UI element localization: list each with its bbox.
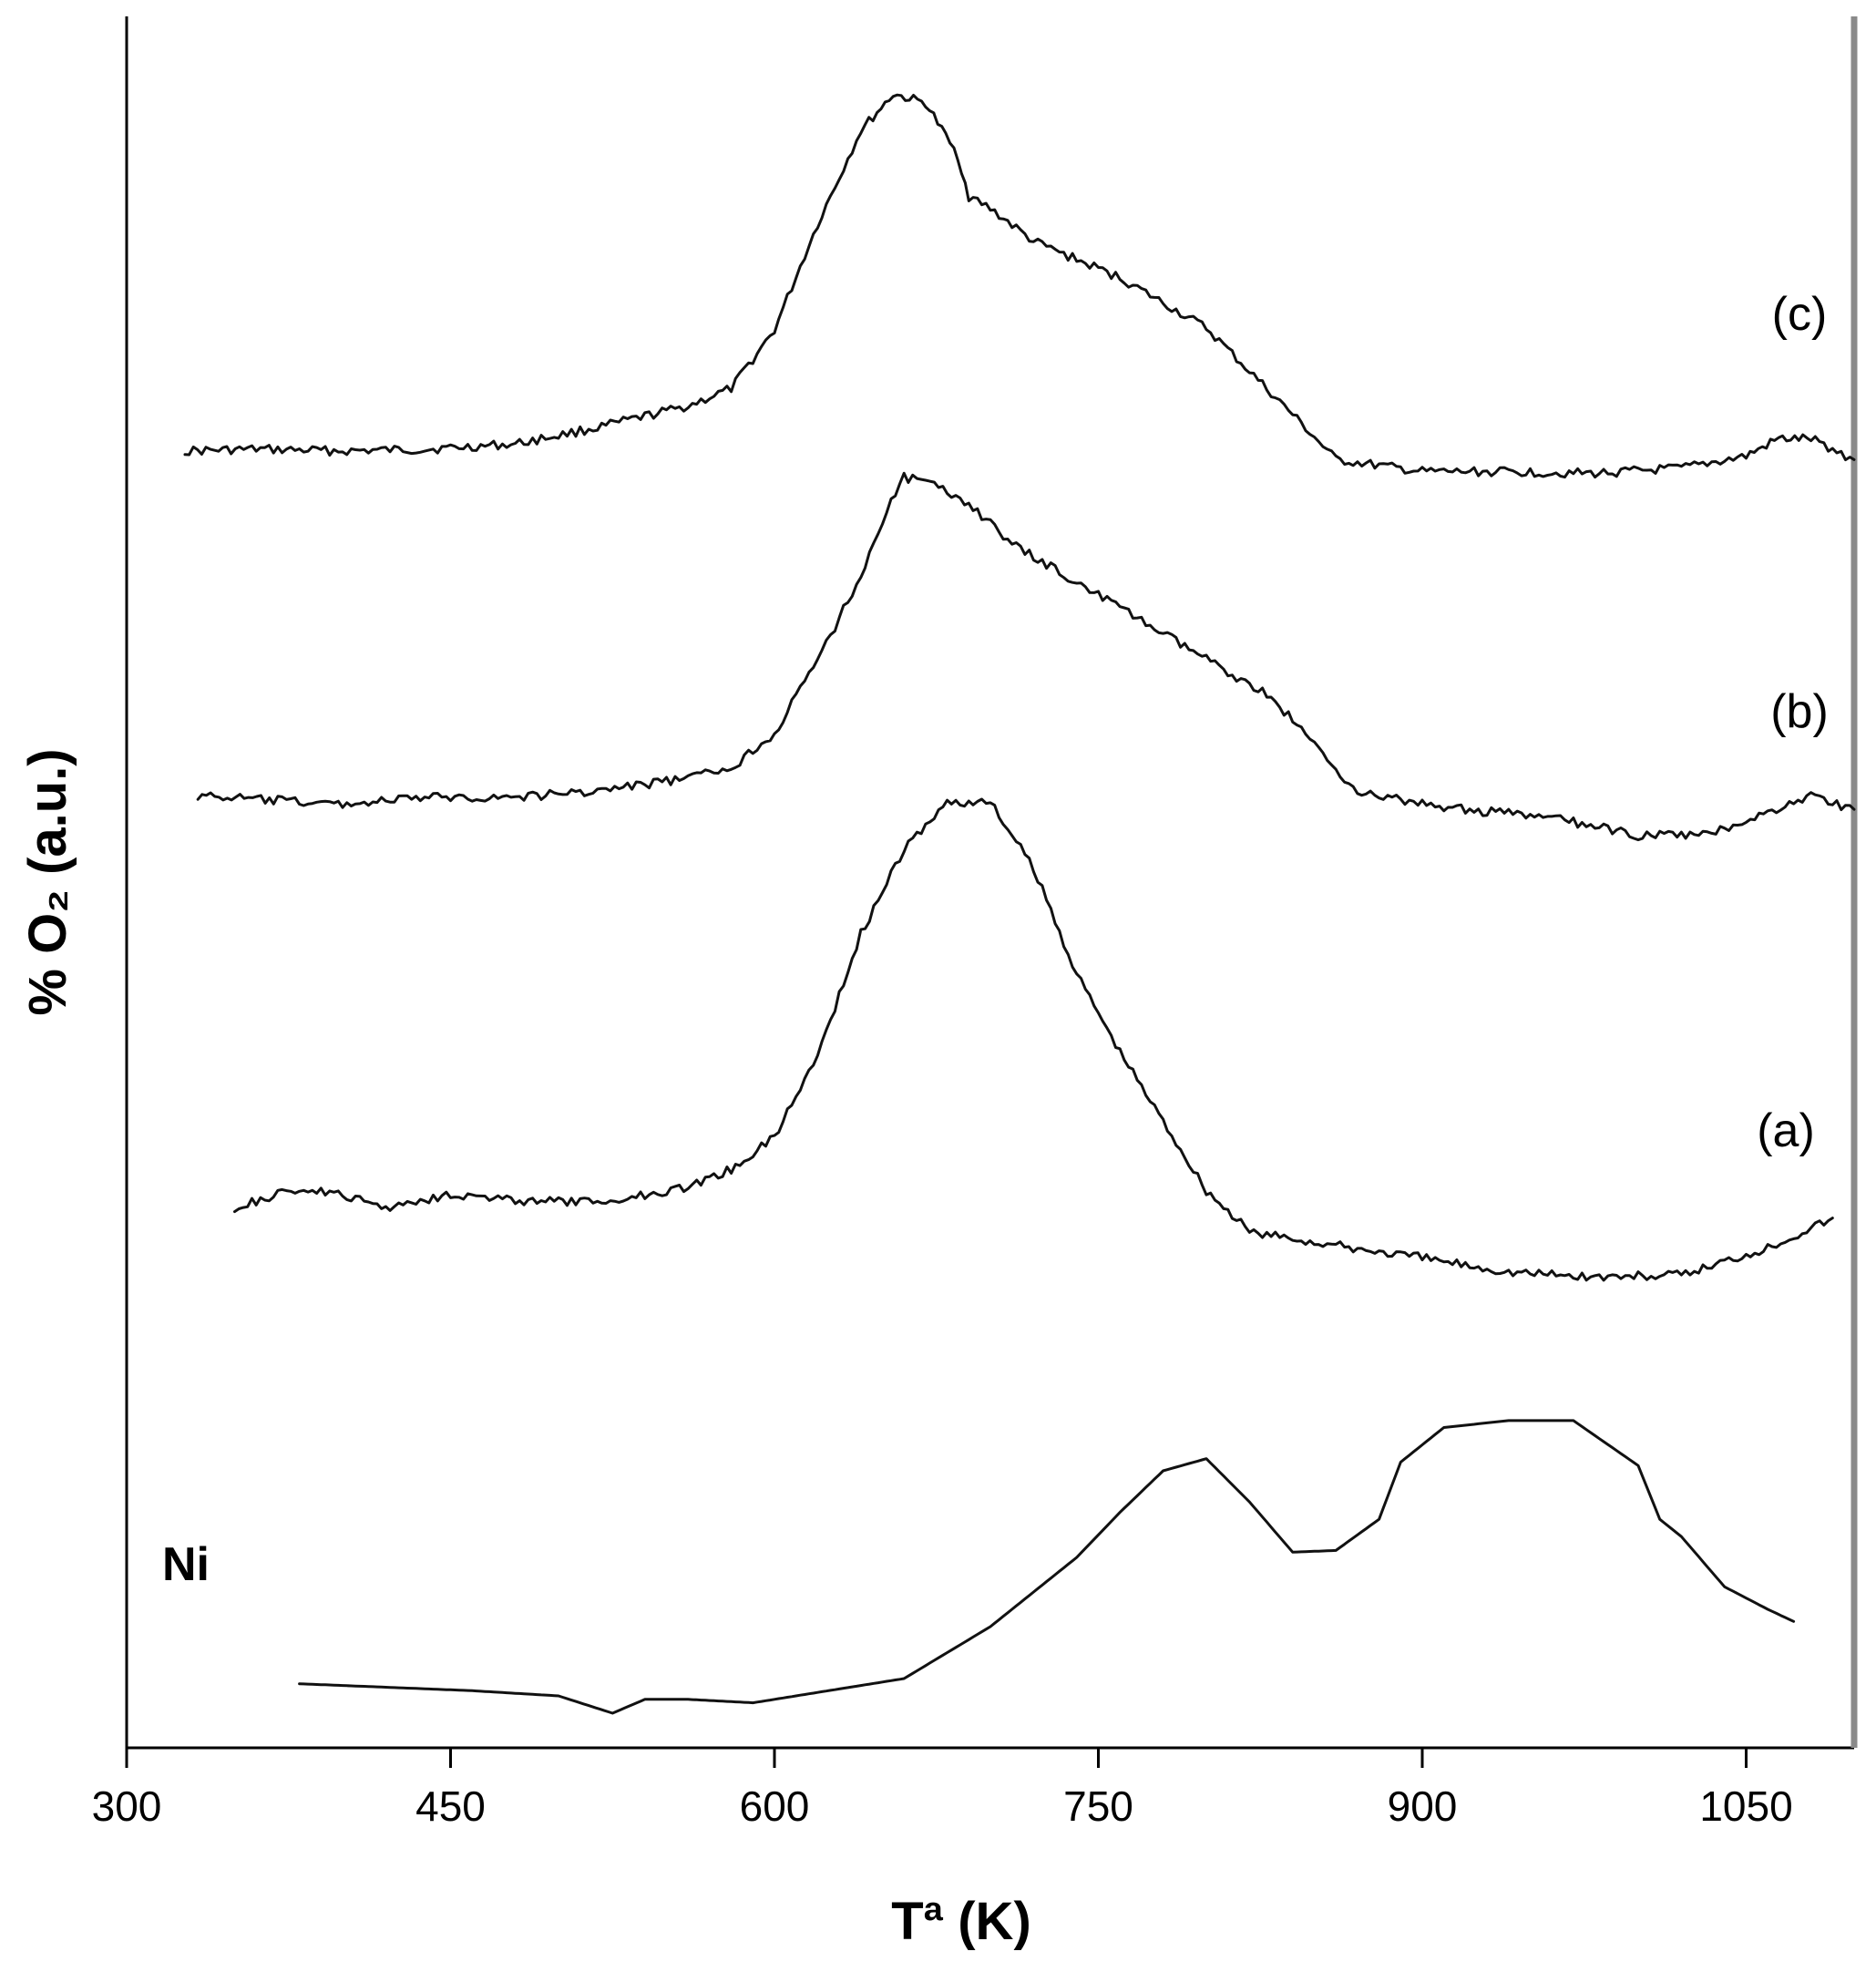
plot-frame	[125, 16, 1858, 1750]
series-labels: (c) (b) (a) Ni	[162, 288, 1829, 1591]
x-tick-label: 750	[1063, 1782, 1133, 1830]
series-label-c: (c)	[1772, 288, 1828, 341]
x-tick-label: 900	[1388, 1782, 1458, 1830]
series-line-b	[196, 471, 1856, 842]
x-tick-label: 600	[740, 1782, 810, 1830]
series-label-a: (a)	[1757, 1104, 1815, 1157]
axis-titles: Tª (K) % O₂ (a.u.)	[18, 748, 1031, 1951]
x-tick-label: 450	[415, 1782, 486, 1830]
x-axis-ticks: 300 450 600 750 900 1050	[92, 1748, 1793, 1830]
series-label-ni: Ni	[162, 1538, 210, 1591]
series-label-b: (b)	[1770, 685, 1829, 738]
series-line-c	[183, 93, 1856, 479]
series-lines	[183, 93, 1856, 1715]
x-axis-title: Tª (K)	[891, 1892, 1031, 1951]
x-tick-label: 1050	[1699, 1782, 1792, 1830]
series-line-ni	[298, 1419, 1796, 1715]
y-axis-title: % O₂ (a.u.)	[18, 748, 77, 1015]
series-line-a	[233, 797, 1834, 1282]
x-tick-label: 300	[92, 1782, 162, 1830]
